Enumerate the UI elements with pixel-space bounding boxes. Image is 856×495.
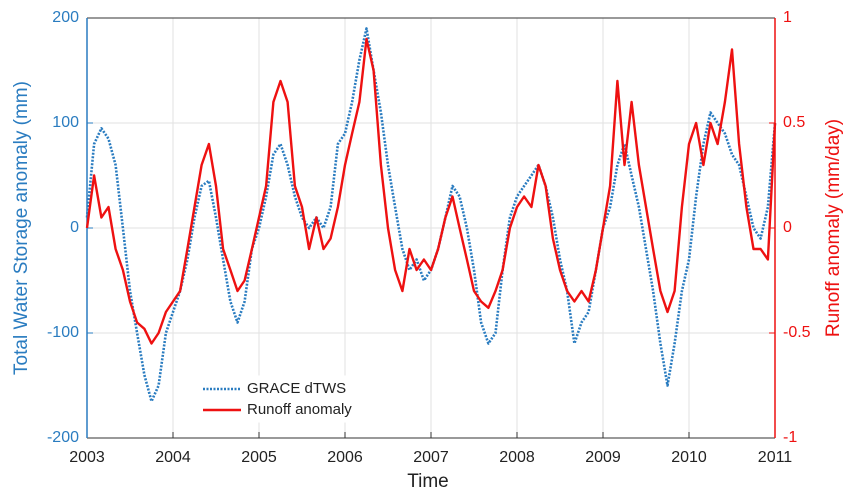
y-tick-label: 100 bbox=[52, 114, 79, 131]
y2-tick-label: -0.5 bbox=[783, 324, 811, 341]
y-tick-label: -100 bbox=[47, 324, 79, 341]
x-tick-label: 2010 bbox=[671, 449, 707, 466]
y-tick-label: -200 bbox=[47, 429, 79, 446]
y2-axis-label: Runoff anomaly (mm/day) bbox=[823, 119, 844, 337]
x-tick-label: 2008 bbox=[499, 449, 535, 466]
y2-tick-label: 1 bbox=[783, 9, 792, 26]
x-axis-label: Time bbox=[407, 471, 449, 492]
x-tick-label: 2005 bbox=[241, 449, 277, 466]
y2-tick-label: 0.5 bbox=[783, 114, 805, 131]
y2-tick-label: 0 bbox=[783, 219, 792, 236]
x-tick-label: 2004 bbox=[155, 449, 191, 466]
y-tick-label: 200 bbox=[52, 9, 79, 26]
legend-label: Runoff anomaly bbox=[247, 401, 352, 418]
x-tick-label: 2007 bbox=[413, 449, 449, 466]
x-tick-label: 2009 bbox=[585, 449, 621, 466]
legend-box bbox=[196, 375, 348, 423]
series-line bbox=[85, 37, 777, 345]
y-axis-label: Total Water Storage anomaly (mm) bbox=[11, 81, 32, 375]
y-tick-label: 0 bbox=[70, 219, 79, 236]
y2-tick-label: -1 bbox=[783, 429, 797, 446]
legend-label: GRACE dTWS bbox=[247, 380, 346, 397]
x-tick-label: 2006 bbox=[327, 449, 363, 466]
x-tick-label: 2011 bbox=[758, 449, 793, 466]
x-tick-label: 2003 bbox=[69, 449, 105, 466]
